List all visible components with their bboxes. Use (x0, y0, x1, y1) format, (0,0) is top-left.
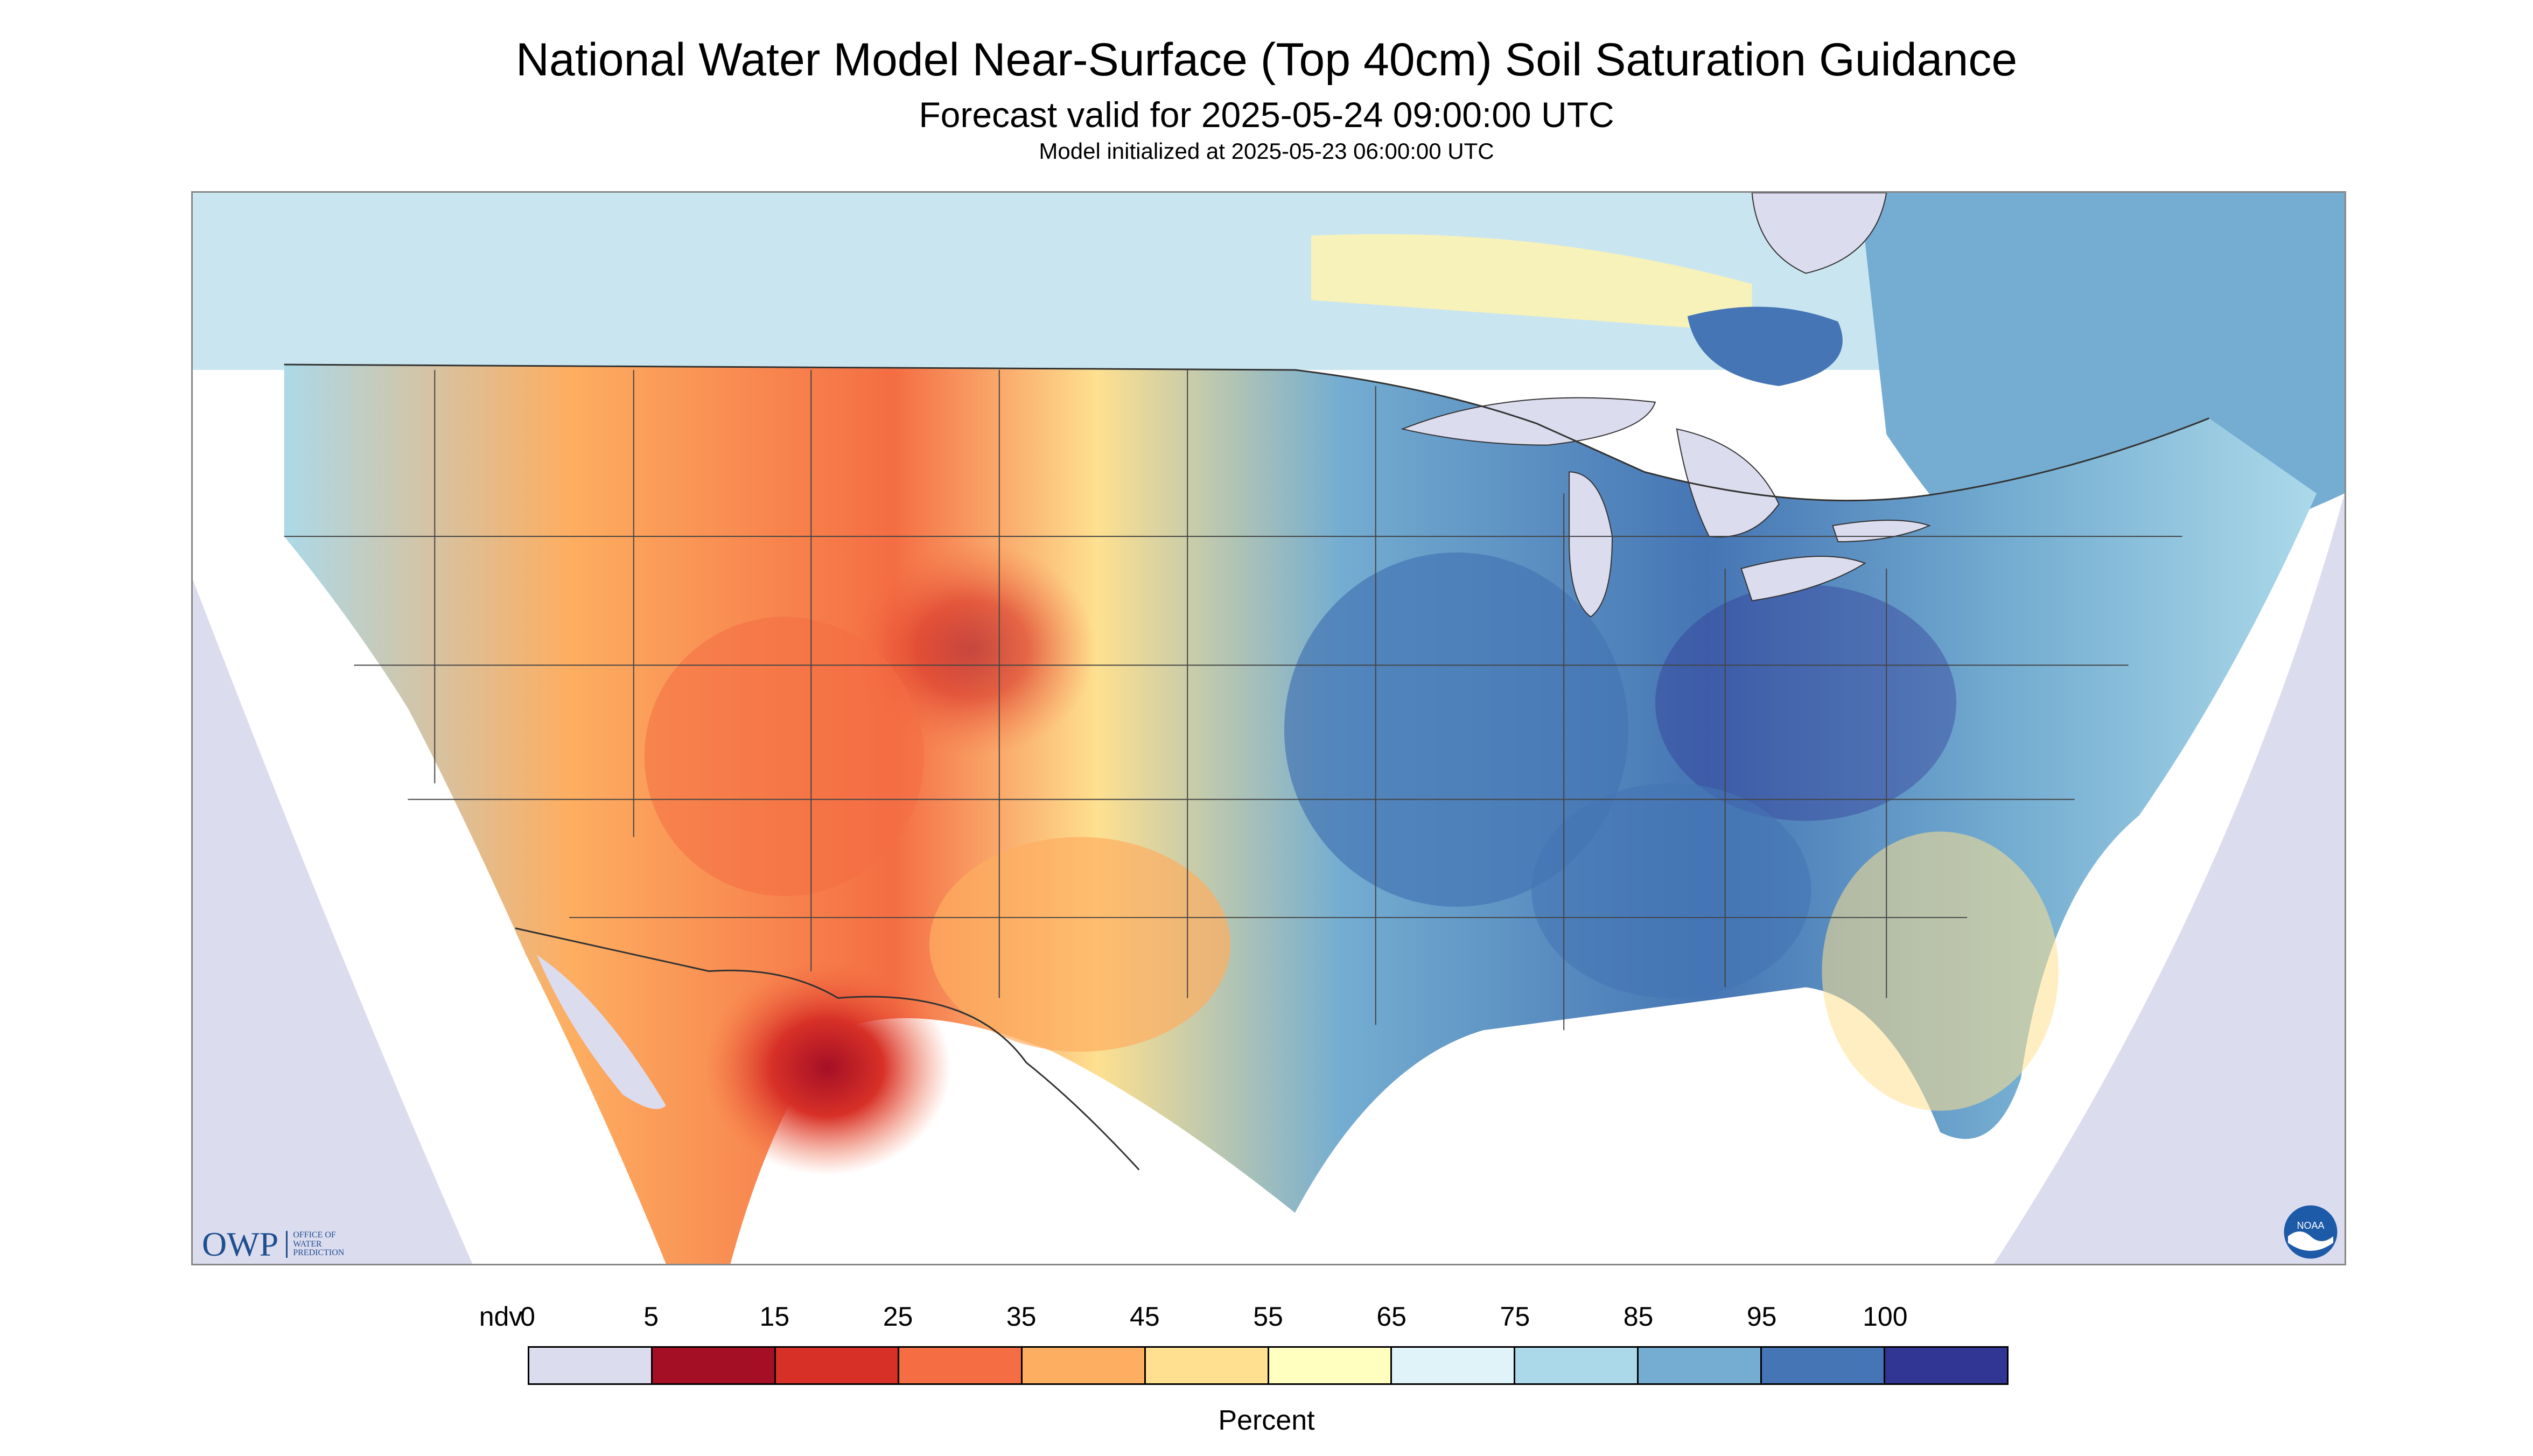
wet-core-south (1531, 783, 1811, 998)
colorbar-tick-label: 15 (759, 1301, 790, 1332)
gulf-of-california (537, 955, 666, 1109)
colorbar-tick-label: 45 (1130, 1301, 1160, 1332)
noaa-logo: NOAA (2284, 1205, 2338, 1259)
colorbar-tick-label: 35 (1006, 1301, 1037, 1332)
colorbar-unit-label: Percent (1218, 1405, 1315, 1436)
colorbar (528, 1346, 2009, 1385)
colorbar-swatch-9 (1639, 1348, 1762, 1383)
map-canvas (193, 193, 2345, 1264)
colorbar-tick-label: 65 (1376, 1301, 1407, 1332)
dry-core-plains (929, 837, 1231, 1052)
us-mexico-border (515, 927, 1140, 1171)
colorbar-swatch-1 (652, 1348, 776, 1383)
colorbar-swatch-7 (1392, 1348, 1516, 1383)
colorbar-tick-label: 55 (1253, 1301, 1283, 1332)
canada-dry-band (1311, 234, 1752, 333)
colorbar-tick-label: 95 (1746, 1301, 1777, 1332)
lake-huron (1676, 428, 1780, 538)
colorbar-tick-label: 5 (643, 1301, 659, 1332)
lake-michigan (1569, 471, 1613, 618)
colorbar-swatch-11 (1885, 1348, 2007, 1383)
colorbar-tick-label: 100 (1863, 1301, 1908, 1332)
southeast-moderate (1822, 831, 2059, 1111)
lake-erie (1740, 556, 1866, 601)
soil-saturation-map[interactable]: OWP OFFICE OF WATER PREDICTION NOAA (191, 191, 2346, 1265)
dry-core-mexico (703, 960, 951, 1175)
colorbar-tick-label: 85 (1623, 1301, 1654, 1332)
owp-sub-line-1: OFFICE OF (293, 1230, 336, 1240)
map-title: National Water Model Near-Surface (Top 4… (515, 34, 2018, 86)
owp-logo: OWP OFFICE OF WATER PREDICTION (202, 1223, 345, 1264)
colorbar-swatch-6 (1269, 1348, 1393, 1383)
wet-core-ohio (1655, 584, 1957, 821)
forecast-valid-label: Forecast valid for 2025-05-24 09:00:00 U… (919, 95, 1614, 135)
model-init-label: Model initialized at 2025-05-23 06:00:00… (1039, 138, 1494, 164)
wet-core-midwest (1284, 552, 1628, 907)
state-boundaries (284, 370, 2182, 1031)
no-data-west-wedge (193, 579, 473, 1264)
dry-core-southwest (644, 617, 924, 897)
owp-sub-line-3: PREDICTION (293, 1248, 345, 1258)
hudson-bay (1751, 193, 1887, 274)
us-canada-border (284, 363, 2209, 502)
colorbar-swatch-10 (1762, 1348, 1886, 1383)
colorbar-tick-label: 0 (520, 1301, 535, 1332)
hudson-region-wet (1687, 306, 1843, 386)
owp-logo-letters: OWP (202, 1225, 279, 1263)
colorbar-swatch-2 (775, 1348, 899, 1383)
colorbar-swatch-8 (1515, 1348, 1639, 1383)
colorbar-tick-label: ndv (479, 1301, 523, 1332)
colorbar-swatch-5 (1145, 1348, 1269, 1383)
conus-land (284, 365, 2317, 1264)
colorbar-swatch-3 (899, 1348, 1023, 1383)
colorbar-swatch-0 (529, 1348, 653, 1383)
colorbar-tick-label: 75 (1500, 1301, 1530, 1332)
colorbar-swatch-4 (1022, 1348, 1146, 1383)
noaa-logo-text: NOAA (2297, 1220, 2324, 1231)
colorbar-tick-label: 25 (883, 1301, 913, 1332)
owp-logo-subtitle: OFFICE OF WATER PREDICTION (286, 1230, 345, 1258)
no-data-east-wedge (1993, 493, 2345, 1264)
owp-sub-line-2: WATER (293, 1239, 322, 1249)
